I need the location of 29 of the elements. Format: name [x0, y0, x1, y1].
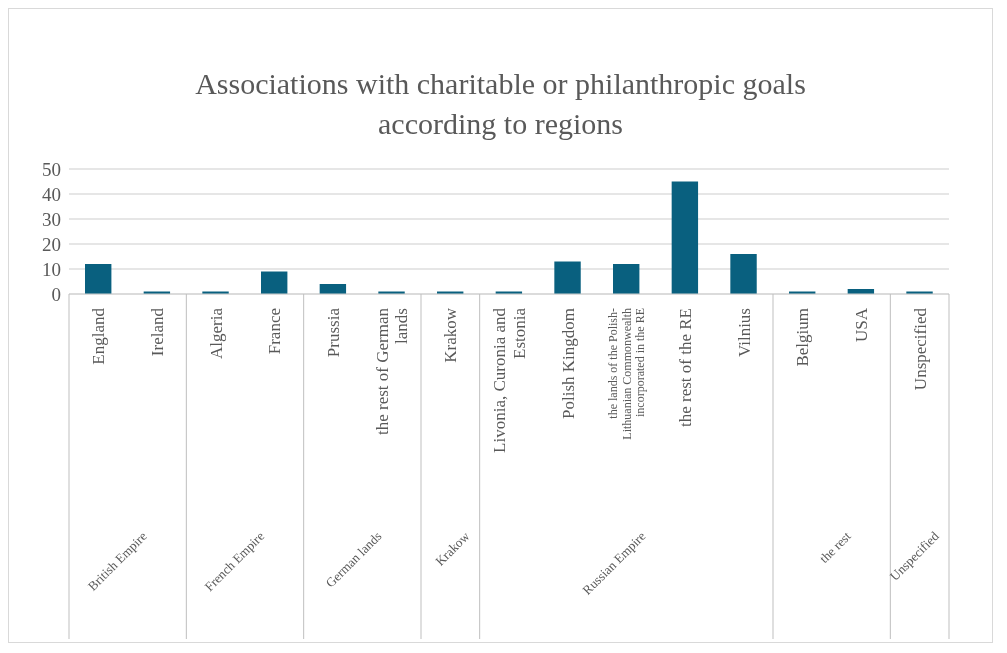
x-tick-label: the rest of German lands [372, 307, 412, 435]
y-tick-label: 50 [42, 158, 61, 180]
x-tick-label: France [265, 308, 285, 355]
y-tick-label: 0 [51, 283, 61, 305]
x-tick-label: Vilnius [734, 308, 754, 358]
x-tick-label: the lands of the Polish-Lithuanian Commonwealth incorporated in the RE [605, 308, 648, 440]
y-tick-label: 10 [42, 258, 61, 280]
bar [85, 264, 112, 294]
x-tick-label: USA [851, 307, 871, 343]
x-tick-label: Prussia [323, 307, 343, 358]
bar [554, 261, 581, 294]
text: the rest [816, 528, 855, 566]
y-tick-label: 20 [42, 233, 61, 255]
bar [613, 264, 640, 294]
x-tick-label: Livonia, Curonia and Estonia [490, 307, 529, 453]
y-tick-label: 40 [42, 183, 61, 205]
x-tick-label: Polish Kingdom [558, 308, 578, 419]
x-tick-label: Krakow [441, 307, 461, 363]
x-tick-label: Unspecified [910, 307, 930, 391]
chart-title: Associations with charitable or philanthropic goals according to regions [194, 66, 807, 142]
bar [671, 181, 699, 294]
x-tick-label: Algeria [206, 307, 226, 359]
x-tick-label: the rest of the RE [675, 308, 695, 427]
x-tick-label: Belgium [793, 308, 813, 367]
x-tick-label: Ireland [147, 307, 167, 357]
bar [730, 254, 757, 294]
x-tick-label: England [89, 307, 109, 365]
bar [261, 271, 288, 294]
y-tick-label: 30 [42, 208, 61, 230]
